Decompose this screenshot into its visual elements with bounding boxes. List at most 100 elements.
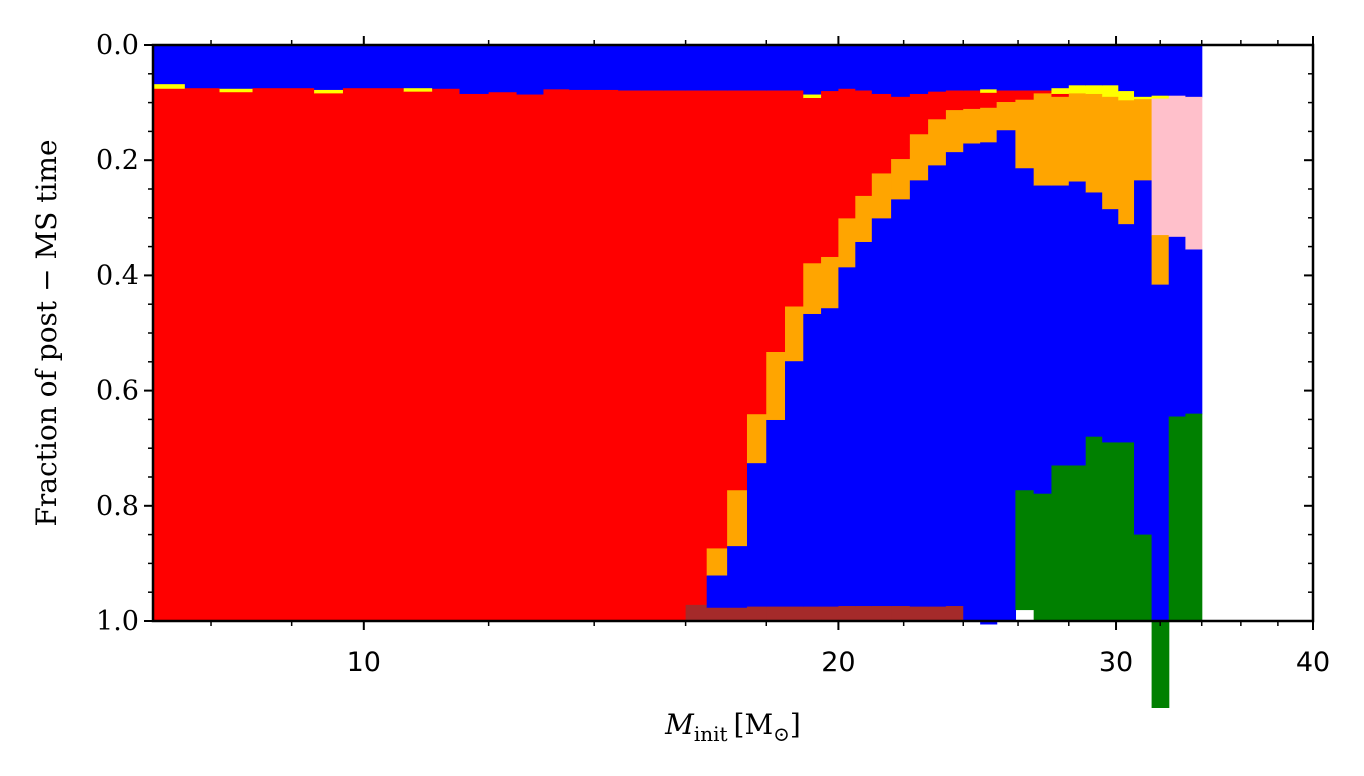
bar-segment-blue: [1118, 45, 1135, 92]
bar-segment-blue: [284, 45, 315, 89]
bar-segment-orange: [963, 108, 981, 145]
bar-segment-red: [1033, 90, 1053, 94]
bar-segment-yellow: [314, 89, 344, 94]
bar-segment-orange: [1118, 100, 1135, 225]
bar-segment-orange: [1151, 235, 1170, 286]
bar-segment-blue: [980, 45, 998, 90]
bar-segment-orange: [1102, 96, 1119, 210]
bar-segment-blue: [963, 143, 981, 622]
bar-segment-blue: [1134, 45, 1153, 98]
bar-segment-green: [1151, 621, 1170, 708]
bar-segment-red: [252, 88, 285, 622]
bar-segment-pink: [1168, 95, 1187, 238]
bar-segment-red: [838, 88, 856, 219]
bar-segment-brown: [928, 606, 947, 622]
bars-layer: [153, 45, 1203, 708]
bar-segment-blue: [1085, 45, 1103, 86]
bar-segment-orange: [1068, 93, 1087, 183]
bar-segment-blue: [1168, 236, 1187, 418]
bar-segment-blue: [996, 130, 1017, 622]
bar-segment-brown: [785, 606, 804, 622]
bar-segment-blue: [746, 463, 767, 608]
bar-segment-red: [184, 88, 221, 622]
bar-segment-blue: [1168, 45, 1187, 97]
bar-segment-orange: [706, 548, 728, 577]
bar-segment-red: [785, 90, 804, 308]
bar-segment-orange: [1085, 93, 1103, 194]
bar-segment-blue: [803, 45, 822, 96]
bar-segment-yellow: [1134, 96, 1153, 100]
y-tick-label: 0.0: [96, 30, 139, 61]
bar-segment-orange: [838, 218, 856, 268]
bar-segment-blue: [928, 165, 947, 608]
bar-segment-blue: [1185, 249, 1203, 415]
bar-segment-orange: [909, 134, 929, 181]
bar-segment-brown: [766, 606, 786, 622]
bar-segment-green: [1033, 493, 1053, 622]
bar-segment-blue: [685, 45, 708, 92]
bar-segment-yellow: [980, 89, 998, 94]
bar-segment-blue: [963, 45, 981, 92]
bar-segment-pink: [1185, 96, 1203, 251]
bar-segment-red: [1051, 93, 1070, 98]
bar-segment-red: [459, 93, 490, 622]
bar-segment-green: [1068, 465, 1087, 622]
bar-segment-orange: [945, 110, 964, 153]
bar-segment-blue: [569, 45, 595, 91]
bar-segment-blue: [821, 308, 840, 608]
bar-segment-red: [432, 88, 461, 622]
bar-segment-blue: [706, 575, 728, 609]
bar-segment-pink: [1151, 98, 1170, 236]
bar-segment-red: [909, 93, 929, 135]
y-tick-label: 0.4: [96, 260, 139, 291]
bar-segment-blue: [891, 45, 911, 98]
bar-segment-blue: [459, 45, 490, 95]
bar-segment-red: [314, 93, 344, 622]
bar-segment-blue: [374, 45, 405, 89]
bar-segment-blue: [1118, 224, 1135, 444]
bar-segment-orange: [891, 159, 911, 200]
bar-segment-orange: [727, 490, 748, 547]
bar-segment-orange: [871, 173, 892, 219]
bar-segment-orange: [766, 352, 786, 421]
bar-segment-red: [803, 97, 822, 264]
bar-segment-red: [663, 90, 687, 622]
bar-segment-blue: [432, 45, 461, 90]
bar-segment-red: [727, 90, 748, 491]
bar-segment-blue: [1015, 45, 1035, 92]
bar-segment-orange: [928, 119, 947, 166]
bar-segment-blue: [871, 45, 892, 95]
bar-segment-blue: [980, 142, 998, 625]
y-axis-label: Fraction of post − MS time: [30, 139, 63, 526]
bar-segment-blue: [1015, 168, 1035, 491]
bar-segment-blue: [1185, 45, 1203, 98]
x-axis-label: Minit [M⊙]: [664, 708, 801, 746]
bar-segment-orange: [785, 306, 804, 362]
bar-segment-blue: [153, 45, 186, 85]
bar-segment-orange: [980, 107, 998, 143]
bar-segment-red: [641, 90, 665, 622]
bar-segment-brown: [821, 606, 840, 622]
bar-segment-blue: [1068, 181, 1087, 467]
y-tick-label: 1.0: [96, 606, 139, 637]
bar-segment-blue: [314, 45, 344, 91]
bar-segment-blue: [641, 45, 665, 92]
bar-segment-red: [706, 90, 728, 550]
bar-segment-brown: [855, 606, 873, 622]
bar-segment-blue: [766, 45, 786, 92]
bar-segment-blue: [706, 45, 728, 92]
bar-segment-blue: [838, 45, 856, 90]
bar-segment-orange: [1134, 99, 1153, 181]
bar-segment-red: [766, 90, 786, 353]
bar-segment-blue: [821, 45, 840, 92]
bar-segment-blue: [746, 45, 767, 92]
bar-segment-brown: [803, 606, 822, 622]
bar-segment-red: [871, 93, 892, 175]
bar-segment-brown: [871, 606, 892, 622]
bar-segment-blue: [184, 45, 221, 89]
bar-segment-blue: [1151, 284, 1170, 622]
bar-segment-blue: [855, 45, 873, 92]
bar-segment-red: [342, 88, 375, 622]
bar-segment-blue: [909, 45, 929, 95]
